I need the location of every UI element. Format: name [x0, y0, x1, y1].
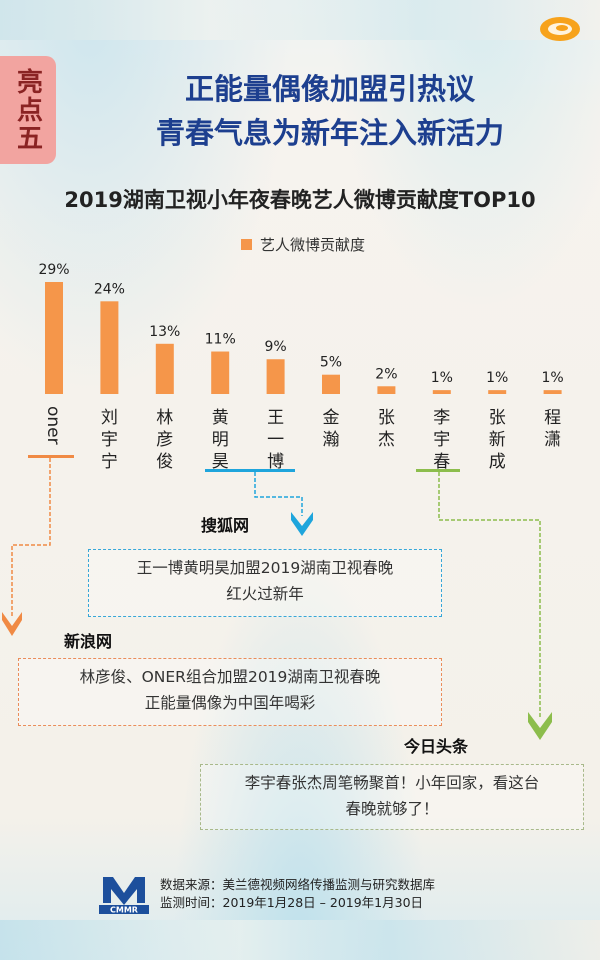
highlight-tag: 亮点五 [0, 56, 56, 164]
connector-toutiao [438, 472, 541, 718]
svg-text:oner: oner [43, 406, 63, 445]
top-decoration [0, 0, 600, 40]
bottom-decoration [0, 920, 600, 960]
svg-text:杰: 杰 [378, 430, 395, 450]
svg-text:张: 张 [378, 408, 395, 428]
chart-legend: 艺人微博贡献度 [241, 234, 365, 255]
value-label-4: 9% [264, 339, 286, 355]
news-sohu-line-2: 红火过新年 [226, 585, 304, 603]
svg-text:张: 张 [489, 408, 506, 428]
headline-line-1: 正能量偶像加盟引热议 [184, 72, 475, 106]
svg-text:一: 一 [267, 430, 284, 450]
wangyibo-underline [205, 469, 295, 472]
svg-text:瀚: 瀚 [323, 430, 340, 450]
news-box-sohu: 王一博黄明昊加盟2019湖南卫视春晚 红火过新年 [88, 549, 442, 617]
liyuchun-underline [416, 469, 460, 472]
headline-line-2: 青春气息为新年注入新活力 [155, 116, 504, 150]
value-label-7: 1% [431, 370, 453, 386]
value-label-8: 1% [486, 370, 508, 386]
value-label-9: 1% [541, 370, 563, 386]
news-box-sina: 林彦俊、ONER组合加盟2019湖南卫视春晚 正能量偶像为中国年喝彩 [18, 658, 442, 726]
category-label-3: 黄明昊 [212, 408, 229, 472]
category-label-1: 刘宇宁 [101, 408, 118, 472]
svg-text:成: 成 [489, 452, 506, 472]
news-box-toutiao: 李宇春张杰周笔畅聚首！小年回家，看这台 春晚就够了！ [200, 764, 584, 830]
bar-4 [266, 359, 285, 394]
bar-7 [432, 390, 451, 394]
connector-sina [11, 458, 51, 618]
svg-text:宇: 宇 [101, 430, 118, 450]
source-sohu: 搜狐网 [201, 516, 250, 535]
value-label-3: 11% [205, 332, 236, 348]
svg-text:明: 明 [212, 430, 229, 450]
oner-underline [28, 455, 74, 458]
svg-text:黄: 黄 [212, 408, 229, 428]
cmmr-logo-icon: CMMR [99, 877, 149, 915]
svg-text:潇: 潇 [544, 430, 561, 450]
source-toutiao: 今日头条 [404, 737, 469, 756]
svg-text:金: 金 [323, 408, 340, 428]
news-toutiao-line-1: 李宇春张杰周笔畅聚首！小年回家，看这台 [244, 774, 540, 792]
value-label-6: 2% [375, 366, 397, 382]
value-label-2: 13% [149, 324, 180, 340]
news-sina-line-2: 正能量偶像为中国年喝彩 [144, 694, 316, 712]
svg-text:春: 春 [433, 452, 450, 472]
bar-8 [488, 390, 507, 394]
value-label-5: 5% [320, 355, 342, 371]
svg-text:俊: 俊 [156, 452, 173, 472]
news-toutiao-line-2: 春晚就够了！ [345, 800, 439, 818]
monitor-period: 监测时间：2019年1月28日 – 2019年1月30日 [160, 895, 424, 910]
bar-9 [543, 390, 562, 394]
bar-2 [155, 343, 174, 394]
svg-text:博: 博 [267, 452, 284, 472]
svg-text:刘: 刘 [101, 408, 118, 428]
legend-swatch [241, 239, 252, 250]
category-label-8: 张新成 [489, 408, 506, 472]
category-label-7: 李宇春 [433, 408, 450, 472]
bar-0 [45, 282, 63, 394]
connector-sohu [254, 472, 303, 516]
svg-text:昊: 昊 [212, 452, 229, 472]
svg-text:宁: 宁 [101, 452, 118, 472]
category-label-5: 金瀚 [323, 408, 340, 450]
channel-logo-icon [540, 17, 580, 41]
source-sina: 新浪网 [64, 632, 113, 651]
svg-text:宇: 宇 [433, 430, 450, 450]
category-label-0: oner [43, 406, 63, 445]
svg-text:林: 林 [156, 408, 173, 428]
bar-5 [322, 374, 340, 394]
legend-label: 艺人微博贡献度 [260, 236, 366, 254]
value-label-0: 29% [38, 262, 69, 278]
arrow-toutiao-icon [528, 712, 552, 740]
bar-chart: 29%oner24%刘宇宁13%林彦俊11%黄明昊9%王一博5%金瀚2%张杰1%… [38, 262, 563, 472]
bar-1 [100, 301, 119, 394]
svg-text:彦: 彦 [156, 430, 173, 450]
svg-text:CMMR: CMMR [110, 906, 138, 915]
arrow-sohu-icon [291, 512, 313, 536]
svg-text:程: 程 [544, 408, 561, 428]
data-source: 数据来源：美兰德视频网络传播监测与研究数据库 [160, 877, 436, 892]
bar-6 [377, 386, 396, 394]
svg-text:新: 新 [489, 430, 506, 450]
category-label-9: 程潇 [544, 408, 561, 450]
bar-3 [211, 351, 230, 394]
svg-text:李: 李 [433, 408, 450, 428]
chart-title: 2019湖南卫视小年夜春晚艺人微博贡献度TOP10 [64, 188, 536, 212]
category-label-6: 张杰 [378, 408, 395, 450]
news-sohu-line-1: 王一博黄明昊加盟2019湖南卫视春晚 [136, 559, 394, 577]
category-label-2: 林彦俊 [156, 408, 173, 472]
value-label-1: 24% [94, 281, 125, 297]
svg-text:王: 王 [267, 408, 284, 428]
news-sina-line-1: 林彦俊、ONER组合加盟2019湖南卫视春晚 [79, 668, 381, 686]
footer-info: 数据来源：美兰德视频网络传播监测与研究数据库 监测时间：2019年1月28日 –… [160, 876, 435, 912]
category-label-4: 王一博 [267, 408, 284, 472]
arrow-sina-icon [2, 612, 22, 636]
